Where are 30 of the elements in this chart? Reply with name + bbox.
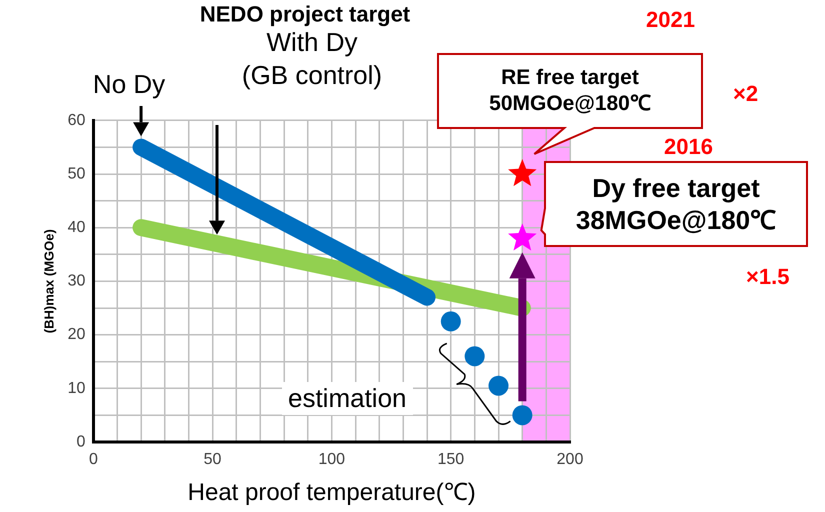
point [508,223,537,250]
x-tick-label: 0 [88,451,98,468]
y-tick-label: 60 [68,112,86,129]
x-tick-label: 200 [556,451,584,468]
y-tick-label: 50 [68,165,86,182]
text: Dy free target 38MGOe@180℃ [574,172,778,237]
annotation: estimation [282,382,412,414]
point [440,311,461,332]
text: With Dy (GB control) [240,26,384,91]
x-tick-label: 50 [204,451,222,468]
point [464,346,485,366]
text: No Dy [92,68,166,100]
text: ×2 [732,80,760,108]
x-tick-label: 100 [318,451,346,468]
text: 2016 [650,133,727,160]
point [488,376,509,396]
x-axis-title: Heat proof temperature(℃) [188,479,476,506]
y-axis-title: (BH)max (MGOe) [41,229,56,334]
point [508,159,537,186]
y-tick-label: 30 [68,272,86,290]
text: RE free target 50MGOe@180℃ [488,64,652,117]
y-tick-label: 10 [68,380,86,397]
text: 2021 [645,6,696,34]
chart-title: NEDO project target [200,1,411,26]
y-tick-label: 40 [68,219,86,236]
point [512,405,532,426]
y-tick-label: 20 [68,326,86,344]
y-tick-label: 0 [76,433,86,450]
x-tick-label: 150 [438,451,464,468]
text: ×1.5 [745,263,790,290]
